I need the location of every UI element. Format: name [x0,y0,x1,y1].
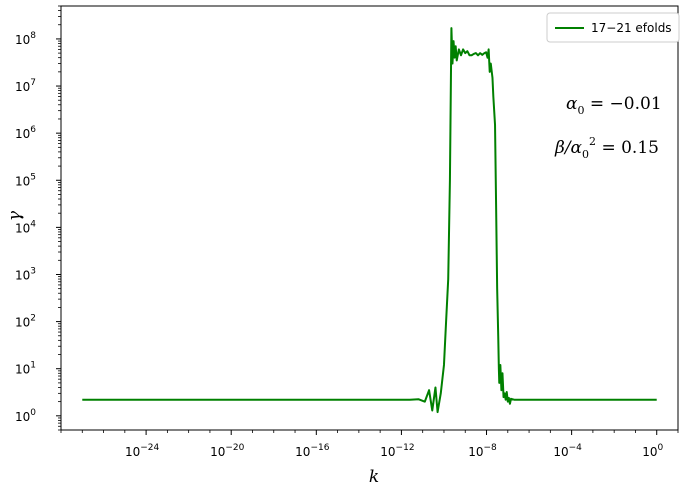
y-tick-label: 107 [15,78,36,94]
plot-frame [60,5,679,431]
x-tick-label: 10−20 [210,443,245,459]
x-tick-label: 10−12 [380,443,414,459]
y-tick-label: 106 [15,125,36,141]
annotation-alpha-subscript: 0 [577,104,584,117]
y-tick-label: 102 [15,314,36,330]
series-line-0 [82,27,657,414]
y-tick-label: 105 [15,172,36,188]
annotation-beta-value: = 0.15 [596,138,659,158]
x-tick-label: 10−16 [295,443,330,459]
annotation-alpha-symbol: α [566,94,578,114]
y-tick-label: 101 [15,361,36,377]
annotation-beta-subscript: 0 [582,148,589,161]
y-tick-label: 103 [15,266,36,282]
x-tick-label: 10−4 [553,443,582,459]
x-tick-label: 10−24 [125,443,160,459]
y-tick-label: 108 [15,31,36,47]
annotation-alpha-value: = −0.01 [584,94,661,114]
x-tick-label: 100 [642,443,663,459]
annotation-beta-symbol: β/α [554,138,583,158]
legend-box [546,12,680,43]
y-tick-label: 104 [15,219,36,235]
legend-label: 17−21 efolds [591,21,672,35]
legend: 17−21 efolds [546,12,680,43]
annotation-alpha: α0 = −0.01 [566,94,662,117]
svg-text:β/α02 = 0.15: β/α02 = 0.15 [554,135,659,161]
svg-text:α0 = −0.01: α0 = −0.01 [566,94,662,117]
annotation-beta-superscript: 2 [589,135,596,148]
x-axis-label: k [369,467,379,483]
x-tick-label: 10−8 [468,443,497,459]
y-axis-label: γ [5,210,25,221]
annotation-beta: β/α02 = 0.15 [554,135,659,161]
y-tick-label: 100 [15,408,36,424]
